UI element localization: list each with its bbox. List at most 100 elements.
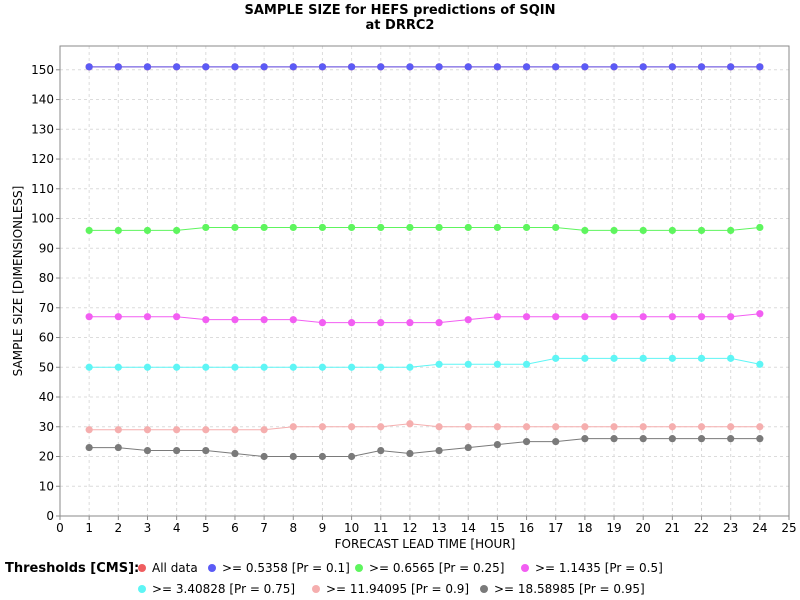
legend-item: >= 11.94095 [Pr = 0.9] <box>312 582 469 596</box>
data-point <box>581 63 589 71</box>
data-point <box>697 423 706 431</box>
series-line <box>89 357 760 368</box>
data-point <box>464 443 472 452</box>
data-point <box>348 363 356 371</box>
data-point <box>639 226 647 235</box>
data-point <box>377 319 385 327</box>
series-4 <box>85 354 764 371</box>
data-point <box>143 446 152 455</box>
data-point <box>406 420 414 428</box>
data-point <box>522 223 531 232</box>
x-tick-label: 1 <box>85 521 93 535</box>
data-point <box>639 313 647 321</box>
y-tick-label: 90 <box>39 241 54 255</box>
y-tick-label: 40 <box>39 390 54 404</box>
x-tick-label: 0 <box>56 521 64 535</box>
data-point <box>85 226 93 235</box>
data-point <box>406 449 414 458</box>
y-tick-label: 60 <box>39 331 54 345</box>
data-point <box>377 223 385 232</box>
data-point <box>435 423 443 431</box>
data-point <box>756 360 764 368</box>
data-point <box>348 223 356 232</box>
data-point <box>581 226 589 235</box>
data-point <box>727 63 735 71</box>
data-point <box>231 426 239 434</box>
data-point <box>493 223 501 232</box>
data-point <box>522 63 531 71</box>
data-point <box>522 360 531 368</box>
y-tick-label: 10 <box>39 479 54 493</box>
data-point <box>289 452 297 461</box>
x-tick-label: 20 <box>636 521 651 535</box>
data-point <box>493 313 501 321</box>
x-axis-title: FORECAST LEAD TIME [HOUR] <box>335 537 516 551</box>
data-point <box>435 446 443 455</box>
data-point <box>668 423 676 431</box>
y-tick-label: 150 <box>31 63 54 77</box>
data-point <box>756 310 764 318</box>
data-point <box>493 360 501 368</box>
data-point <box>231 316 239 324</box>
x-tick-label: 4 <box>173 521 181 535</box>
legend-item: >= 0.6565 [Pr = 0.25] <box>355 561 504 575</box>
legend-item: >= 0.5358 [Pr = 0.1] <box>208 561 350 575</box>
x-tick-label: 2 <box>114 521 122 535</box>
legend-item: >= 3.40828 [Pr = 0.75] <box>138 582 295 596</box>
data-point <box>581 354 589 362</box>
x-tick-label: 22 <box>694 521 709 535</box>
legend-label: >= 0.5358 [Pr = 0.1] <box>222 561 350 575</box>
data-point <box>85 313 93 321</box>
data-point <box>231 363 239 371</box>
x-tick-label: 25 <box>781 521 796 535</box>
x-tick-label: 7 <box>260 521 268 535</box>
grid <box>60 46 789 516</box>
data-point <box>435 319 443 327</box>
data-point <box>202 363 210 371</box>
data-point <box>493 63 501 71</box>
data-point <box>202 223 210 232</box>
x-tick-label: 5 <box>202 521 210 535</box>
data-point <box>143 426 152 434</box>
legend-marker <box>480 585 488 593</box>
data-point <box>639 423 647 431</box>
data-point <box>406 63 414 71</box>
y-tick-label: 50 <box>39 360 54 374</box>
data-point <box>464 316 472 324</box>
data-point <box>260 426 268 434</box>
legend-marker <box>208 564 216 572</box>
data-point <box>552 313 560 321</box>
data-point <box>756 435 764 443</box>
data-point <box>668 435 676 443</box>
data-point <box>85 63 93 71</box>
data-point <box>377 363 385 371</box>
series-5 <box>85 420 764 434</box>
data-point <box>260 452 268 461</box>
data-point <box>610 63 618 71</box>
data-point <box>464 223 472 232</box>
legend-item: >= 18.58985 [Pr = 0.95] <box>480 582 645 596</box>
data-point <box>114 63 122 71</box>
y-tick-label: 0 <box>46 509 54 523</box>
series-layer <box>85 63 764 461</box>
data-point <box>114 363 122 371</box>
data-point <box>464 63 472 71</box>
x-tick-label: 24 <box>752 521 767 535</box>
x-tick-label: 6 <box>231 521 239 535</box>
data-point <box>522 313 531 321</box>
legend-item: >= 1.1435 [Pr = 0.5] <box>521 561 663 575</box>
x-tick-label: 18 <box>577 521 592 535</box>
data-point <box>348 319 356 327</box>
legend-label: >= 1.1435 [Pr = 0.5] <box>535 561 663 575</box>
data-point <box>697 226 706 235</box>
data-point <box>727 226 735 235</box>
legend: Thresholds [CMS]: All data >= 0.5358 [Pr … <box>5 561 663 596</box>
data-point <box>143 226 152 235</box>
data-point <box>318 223 327 232</box>
data-point <box>435 63 443 71</box>
data-point <box>173 63 181 71</box>
data-point <box>435 360 443 368</box>
data-point <box>610 423 618 431</box>
data-point <box>173 446 181 455</box>
